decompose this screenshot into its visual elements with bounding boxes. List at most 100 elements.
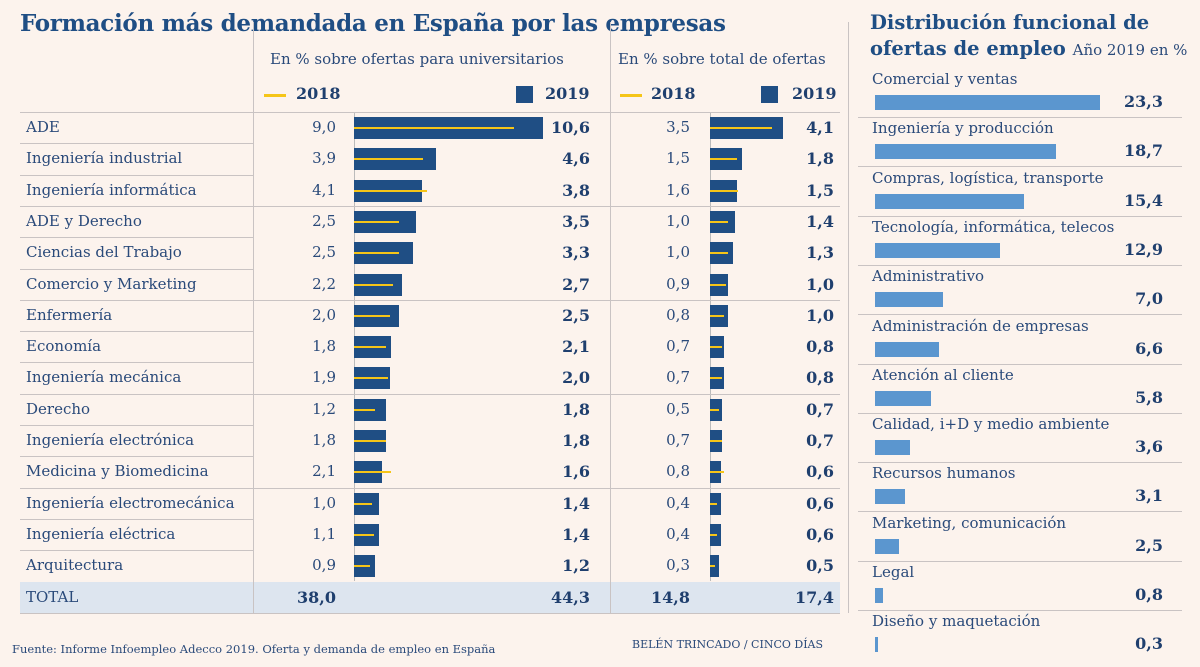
row-label: Medicina y Biomedicina (26, 462, 209, 480)
value-total-2019: 1,3 (806, 243, 834, 262)
value-total-2018: 0,7 (666, 337, 690, 355)
row-divider (20, 394, 840, 395)
value-univ-2019: 3,8 (562, 181, 590, 200)
value-total-2018: 0,3 (666, 556, 690, 574)
value-univ-2019: 1,2 (562, 556, 590, 575)
value-total-2018: 0,5 (666, 400, 690, 418)
value-total-2018: 0,8 (666, 462, 690, 480)
function-divider (858, 413, 1182, 414)
function-label: Tecnología, informática, telecos (872, 218, 1115, 236)
function-label: Legal (872, 563, 915, 581)
function-bar (875, 489, 905, 504)
function-label: Compras, logística, transporte (872, 169, 1104, 187)
value-univ-2019: 4,6 (562, 149, 590, 168)
line-total-2018 (710, 409, 719, 411)
line-univ-2018 (354, 284, 394, 286)
row-divider (20, 425, 253, 426)
legend-2019-label-2: 2019 (792, 84, 837, 103)
header-rule (20, 112, 840, 113)
row-divider (20, 300, 840, 301)
function-divider (858, 610, 1182, 611)
total-row-bg (20, 582, 840, 613)
legend-2019-label: 2019 (545, 84, 590, 103)
line-total-2018 (710, 377, 723, 379)
line-univ-2018 (354, 158, 424, 160)
row-label: ADE y Derecho (26, 212, 142, 230)
line-univ-2018 (354, 252, 399, 254)
function-value: 7,0 (1135, 289, 1163, 308)
function-value: 5,8 (1135, 388, 1163, 407)
function-label: Diseño y maquetación (872, 612, 1041, 630)
function-divider (858, 462, 1182, 463)
function-bar (875, 391, 932, 406)
function-bar (875, 243, 1000, 258)
row-label: Enfermería (26, 306, 113, 324)
function-divider (858, 511, 1182, 512)
function-divider (858, 216, 1182, 217)
function-label: Ingeniería y producción (872, 119, 1054, 137)
value-total-2019: 1,4 (806, 212, 834, 231)
line-univ-2018 (354, 503, 372, 505)
total-bottom-rule (20, 613, 840, 614)
value-total-2019: 0,7 (806, 431, 834, 450)
line-univ-2018 (354, 440, 387, 442)
value-total-2018: 3,5 (666, 118, 690, 136)
function-bar (875, 637, 878, 652)
function-value: 15,4 (1124, 191, 1163, 210)
function-value: 0,8 (1135, 585, 1163, 604)
legend-2018-swatch-2 (620, 94, 642, 97)
value-univ-2018: 2,5 (312, 243, 336, 261)
function-label: Marketing, comunicación (872, 514, 1067, 532)
line-univ-2018 (354, 315, 390, 317)
function-value: 2,5 (1135, 536, 1163, 555)
line-univ-2018 (354, 221, 399, 223)
value-total-2018: 0,4 (666, 525, 690, 543)
value-univ-2018: 3,9 (312, 149, 336, 167)
legend-2018-label: 2018 (296, 84, 341, 103)
row-divider (20, 175, 253, 176)
total-univ-2018: 38,0 (297, 588, 336, 607)
function-bar (875, 342, 939, 357)
value-univ-2019: 2,0 (562, 368, 590, 387)
value-total-2019: 0,7 (806, 400, 834, 419)
source-note: Fuente: Informe Infoempleo Adecco 2019. … (12, 642, 496, 656)
line-total-2018 (710, 503, 718, 505)
function-divider (858, 561, 1182, 562)
credit: BELÉN TRINCADO / CINCO DÍAS (632, 638, 824, 651)
row-label: ADE (26, 118, 60, 136)
value-univ-2018: 9,0 (312, 118, 336, 136)
line-univ-2018 (354, 377, 388, 379)
value-total-2019: 0,8 (806, 368, 834, 387)
value-univ-2019: 2,5 (562, 306, 590, 325)
value-univ-2019: 1,4 (562, 525, 590, 544)
value-total-2019: 0,6 (806, 494, 834, 513)
value-total-2018: 0,7 (666, 431, 690, 449)
function-label: Recursos humanos (872, 464, 1016, 482)
function-label: Comercial y ventas (872, 70, 1018, 88)
function-bar (875, 194, 1024, 209)
value-univ-2018: 1,8 (312, 337, 336, 355)
line-total-2018 (710, 190, 739, 192)
function-label: Administración de empresas (872, 317, 1089, 335)
function-bar (875, 588, 883, 603)
row-label: Derecho (26, 400, 91, 418)
value-total-2018: 0,7 (666, 368, 690, 386)
value-total-2019: 0,8 (806, 337, 834, 356)
subtitle-univ: En % sobre ofertas para universitarios (270, 50, 564, 68)
row-divider (20, 269, 253, 270)
value-total-2019: 0,6 (806, 525, 834, 544)
legend-2018-swatch (264, 94, 286, 97)
value-total-2018: 1,6 (666, 181, 690, 199)
line-total-2018 (710, 534, 718, 536)
subtitle-total: En % sobre total de ofertas (618, 50, 826, 68)
row-label: Ingeniería informática (26, 181, 197, 199)
right-subtitle: Año 2019 en % (1072, 41, 1188, 59)
divider-v1 (253, 22, 254, 613)
total-label: TOTAL (26, 588, 79, 606)
value-total-2018: 1,0 (666, 243, 690, 261)
row-label: Economía (26, 337, 102, 355)
line-total-2018 (710, 158, 737, 160)
row-label: Ingeniería electrónica (26, 431, 195, 449)
value-total-2019: 4,1 (806, 118, 834, 137)
